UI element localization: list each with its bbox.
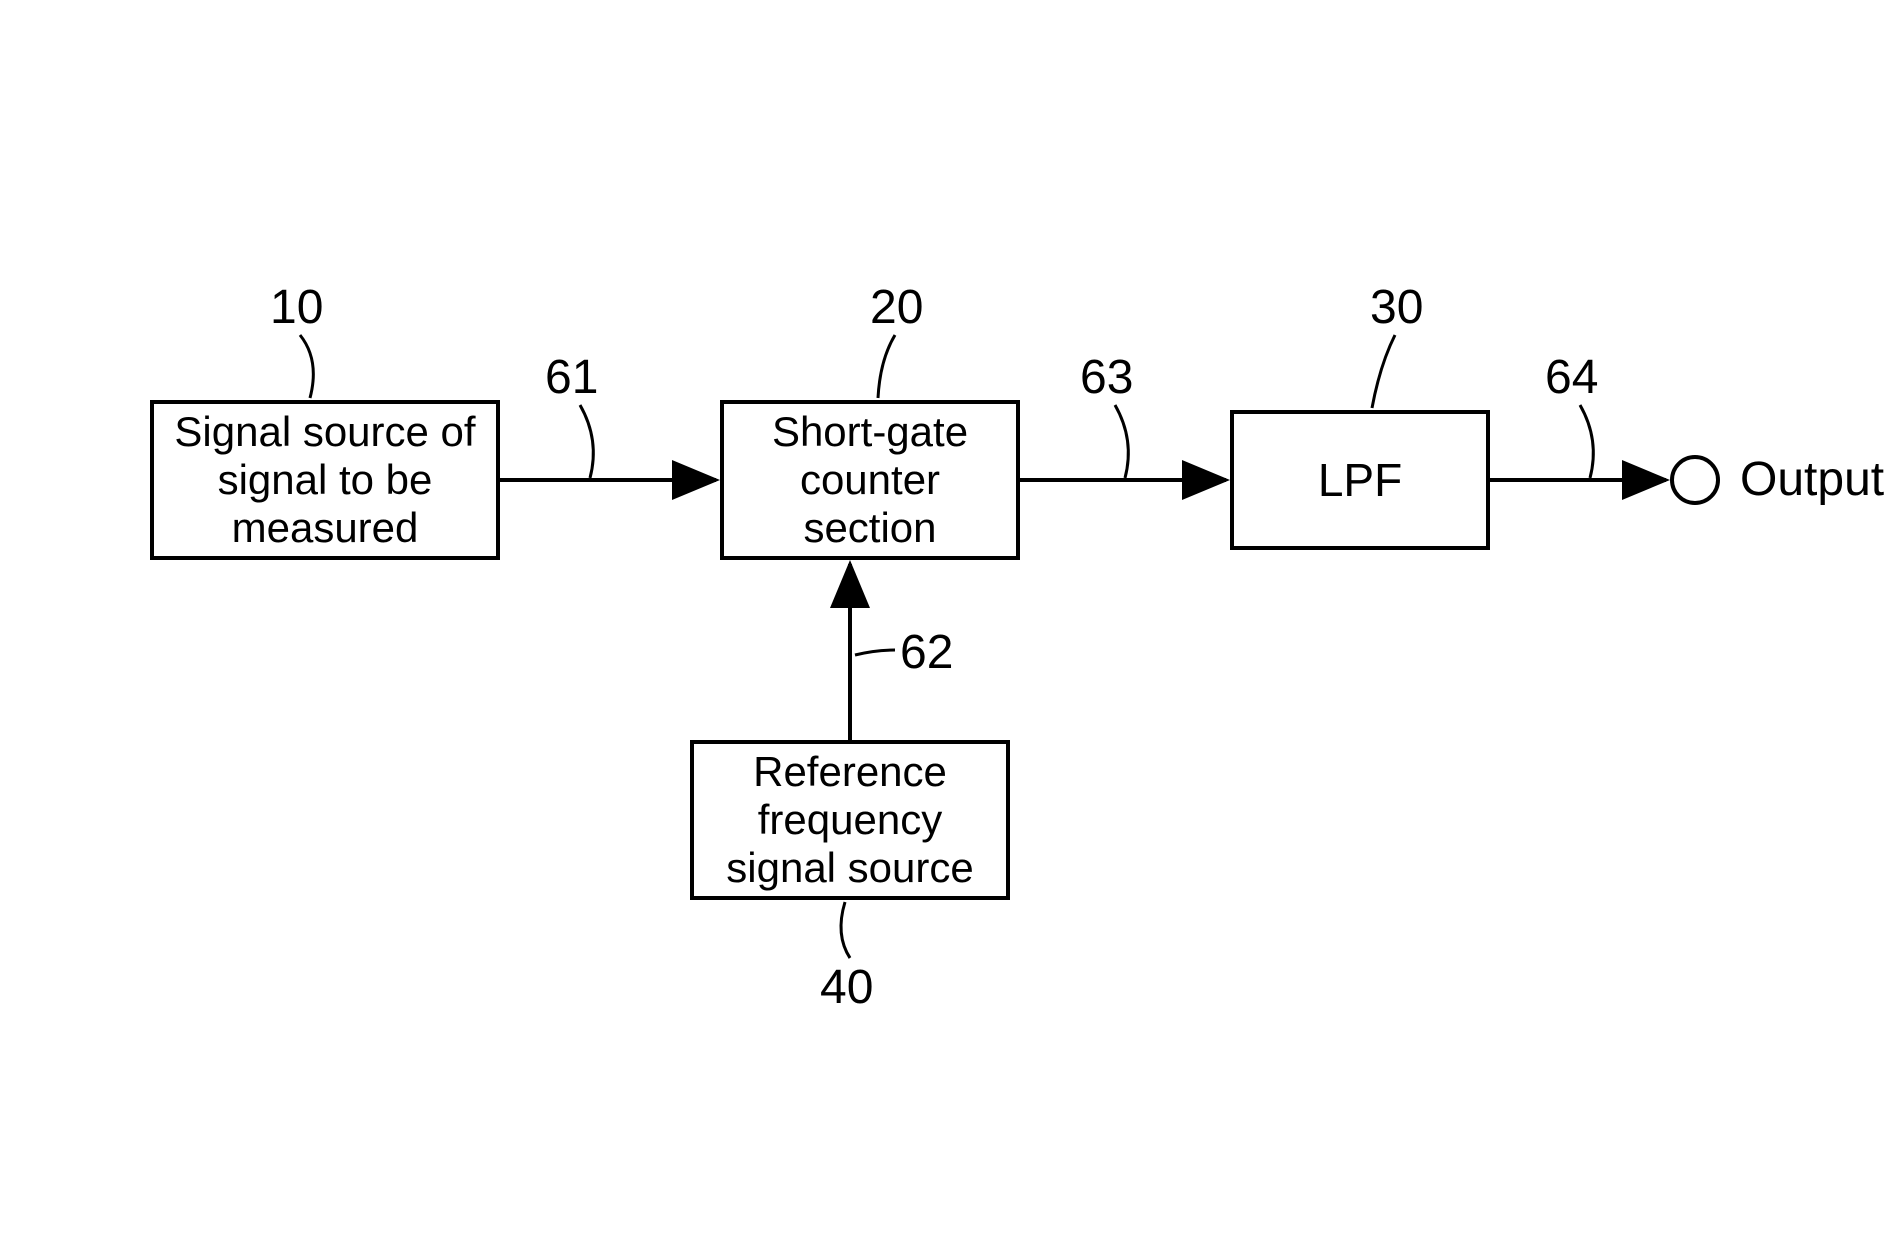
leader-20 [878, 335, 895, 398]
ref-63: 63 [1080, 350, 1133, 405]
ref-30: 30 [1370, 280, 1423, 335]
diagram-canvas: Signal source of signal to be measured S… [0, 0, 1894, 1235]
block-lpf-label: LPF [1318, 454, 1402, 507]
block-ref-freq: Reference frequency signal source [690, 740, 1010, 900]
block-lpf: LPF [1230, 410, 1490, 550]
output-label: Output [1740, 452, 1884, 507]
block-signal-source: Signal source of signal to be measured [150, 400, 500, 560]
leader-40 [841, 902, 850, 958]
ref-10: 10 [270, 280, 323, 335]
connectors-layer [0, 0, 1894, 1235]
leader-62 [855, 650, 895, 655]
leader-61 [580, 405, 593, 478]
leader-30 [1372, 335, 1395, 408]
block-short-gate-label: Short-gate counter section [732, 408, 1008, 553]
leader-63 [1115, 405, 1128, 478]
ref-40: 40 [820, 960, 873, 1015]
ref-61: 61 [545, 350, 598, 405]
leader-10 [300, 335, 313, 398]
ref-64: 64 [1545, 350, 1598, 405]
block-ref-freq-label: Reference frequency signal source [702, 748, 998, 893]
block-short-gate: Short-gate counter section [720, 400, 1020, 560]
ref-62: 62 [900, 625, 953, 680]
block-signal-source-label: Signal source of signal to be measured [162, 408, 488, 553]
output-node [1670, 455, 1720, 505]
leader-64 [1580, 405, 1593, 478]
ref-20: 20 [870, 280, 923, 335]
